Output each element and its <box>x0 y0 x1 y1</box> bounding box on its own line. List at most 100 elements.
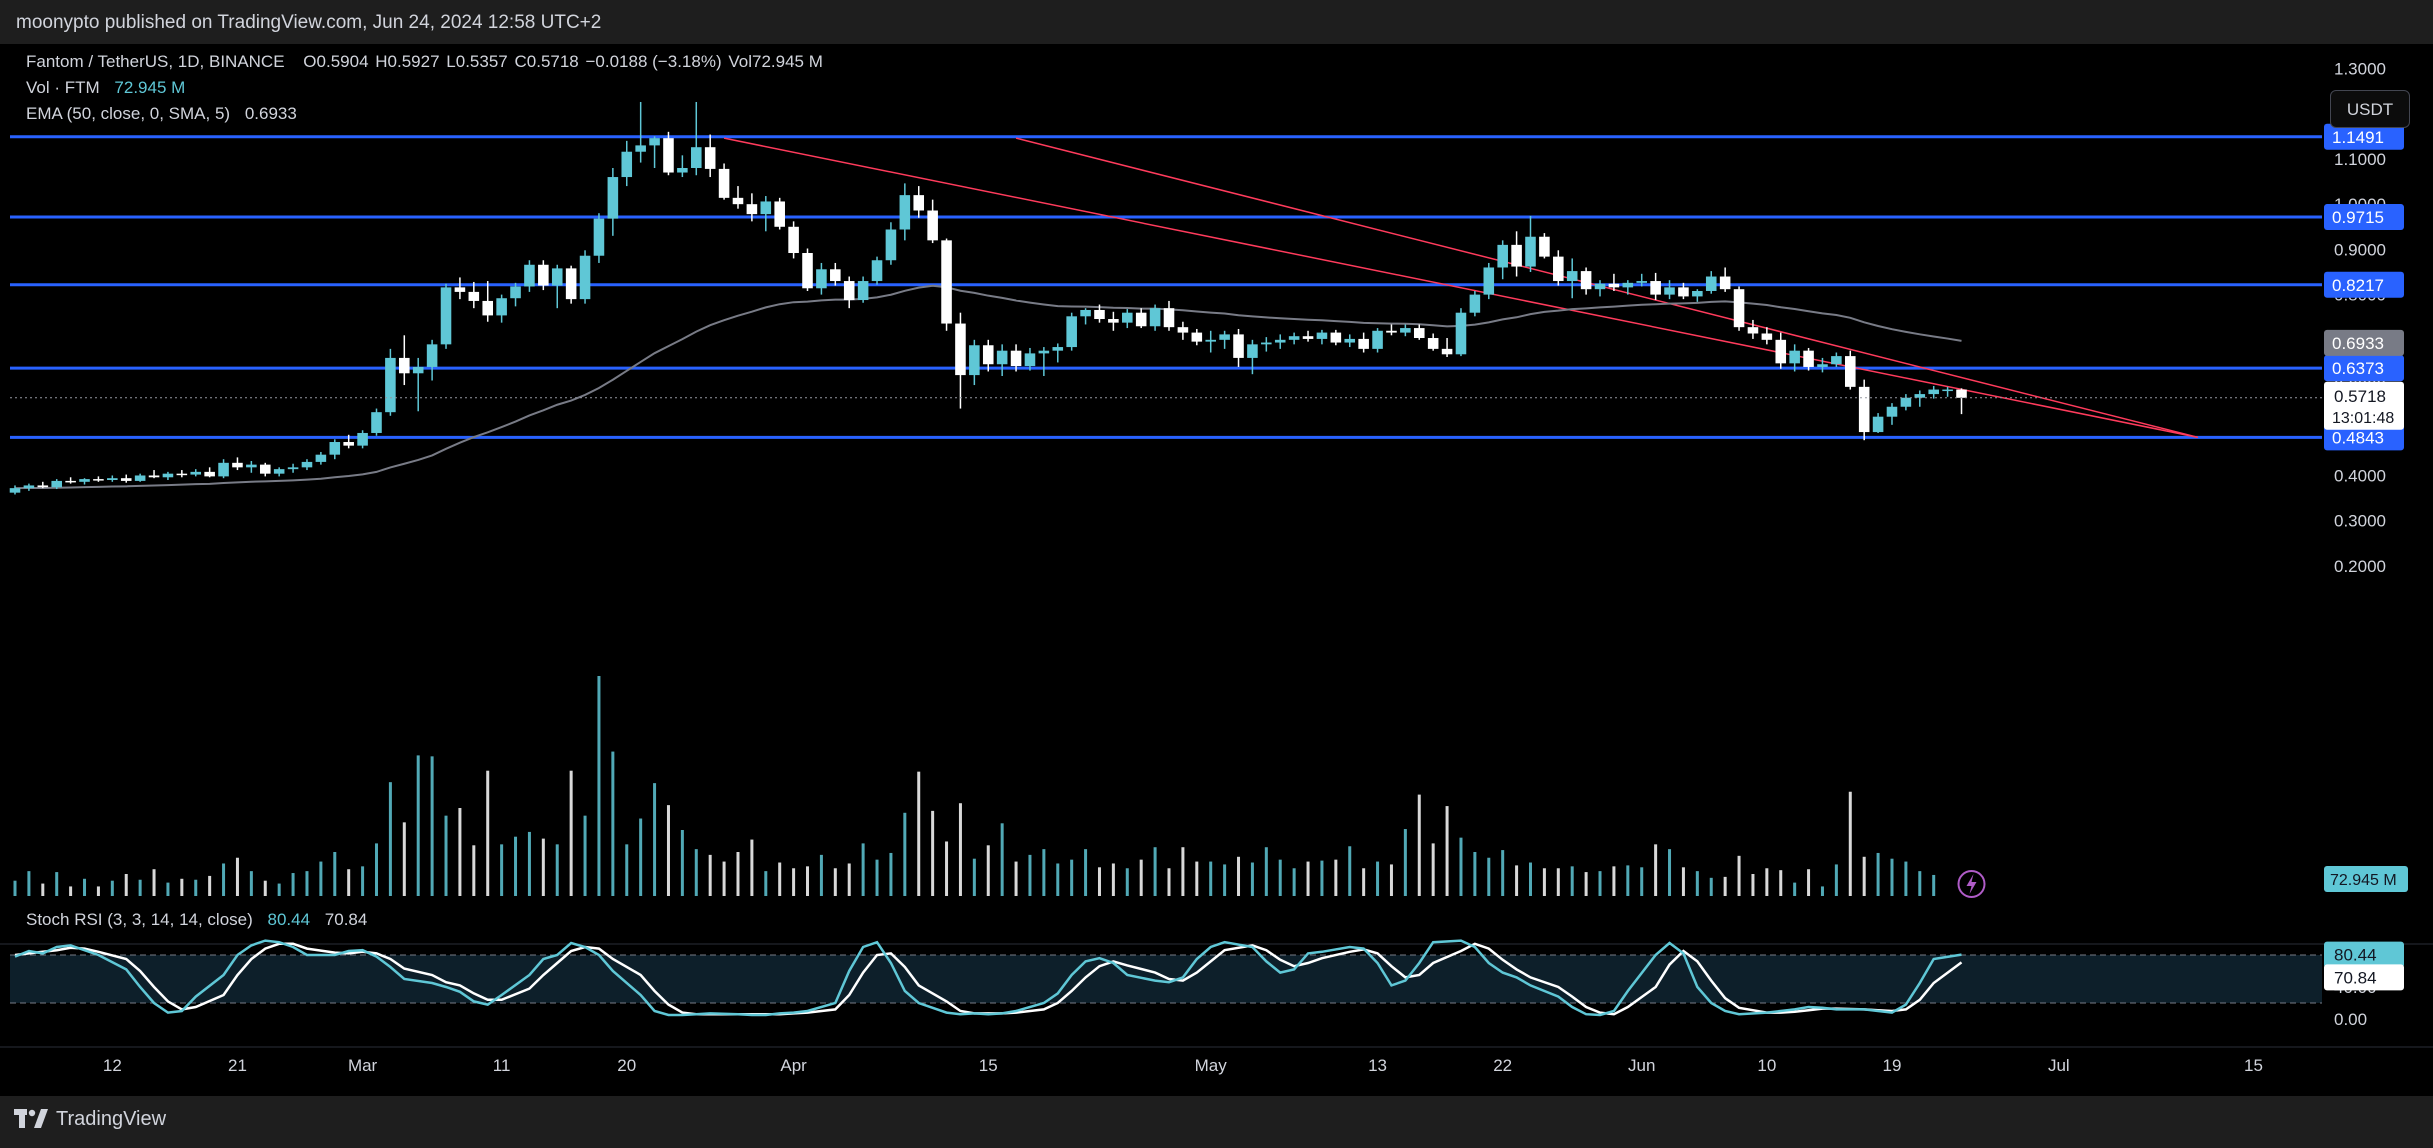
candle-body <box>1372 330 1383 349</box>
stoch-k-tag <box>2324 941 2404 968</box>
candle-body <box>315 454 327 462</box>
candle-body <box>1817 364 1828 367</box>
volume-bar <box>1445 806 1449 896</box>
volume-bar <box>1362 868 1366 896</box>
volume-label: Vol · FTM <box>26 78 100 97</box>
open-label: O <box>303 52 317 71</box>
footer: TradingView <box>0 1096 2433 1148</box>
candle-body <box>1622 282 1634 288</box>
volume-bar <box>1403 829 1407 896</box>
volume-bar <box>1556 868 1560 896</box>
candle-body <box>1302 336 1314 339</box>
candle-body <box>1483 267 1495 295</box>
volume-bar <box>1751 874 1755 896</box>
volume-bar <box>1376 861 1380 896</box>
volume-bar <box>764 871 768 896</box>
candle-body <box>79 479 90 482</box>
volume-bar <box>194 879 198 896</box>
volume-bar <box>1431 843 1435 896</box>
volume-bar <box>958 803 962 896</box>
price-tick-label: 0.4000 <box>2334 466 2386 485</box>
stoch-d-tag-label: 70.84 <box>2334 968 2377 987</box>
price-chart[interactable]: 1.30001.20001.10001.00000.90000.80000.70… <box>0 44 2433 1096</box>
candle-body <box>538 264 549 286</box>
candle-body <box>1108 319 1119 323</box>
candle-body <box>982 345 994 365</box>
last-price-tag <box>2324 381 2404 430</box>
volume-bar <box>361 866 365 896</box>
published-text: moonypto published on TradingView.com, J… <box>16 12 602 33</box>
volume-bar <box>1876 852 1880 896</box>
candle-body <box>1469 294 1481 313</box>
candle-body <box>1511 244 1522 267</box>
volume-bar <box>1417 794 1421 896</box>
volume-bar <box>1681 867 1685 896</box>
time-tick-label: 20 <box>617 1056 636 1075</box>
price-tick-label: 0.2000 <box>2334 557 2386 576</box>
level-price-tag-label: 0.9715 <box>2332 208 2384 227</box>
candle-body <box>190 471 202 475</box>
price-tick-label: 0.9000 <box>2334 240 2386 259</box>
volume-bar <box>1598 871 1602 896</box>
candle-body <box>551 268 563 286</box>
ema-price-tag-label: 0.6933 <box>2332 334 2384 353</box>
price-tick-label: 0.3000 <box>2334 512 2386 531</box>
volume-bar <box>1737 855 1741 896</box>
volume-bar <box>1501 850 1505 896</box>
volume-bar <box>527 831 531 896</box>
volume-bar <box>1014 861 1018 896</box>
level-price-tag <box>2324 123 2404 150</box>
volume-value-tag <box>2324 866 2408 892</box>
candle-body <box>1928 389 1939 395</box>
volume-bar <box>1473 852 1477 896</box>
candle-body <box>816 269 827 289</box>
volume-bar <box>249 871 253 896</box>
candle-body <box>1094 309 1105 320</box>
volume-bar <box>416 755 420 896</box>
ema-price-tag <box>2324 329 2404 356</box>
volume-bar <box>750 839 754 896</box>
candle-body <box>37 485 49 488</box>
chart-area[interactable]: 1.30001.20001.10001.00000.90000.80000.70… <box>0 44 2433 1096</box>
candle-body <box>802 253 813 289</box>
volume-bar <box>1640 867 1644 896</box>
stoch-d-legend-value: 70.84 <box>324 910 368 929</box>
trendline <box>1015 137 2199 439</box>
candle-body <box>1566 271 1578 282</box>
time-tick-label: Mar <box>348 1056 378 1075</box>
flash-circle-icon <box>1957 870 1986 898</box>
volume-bar <box>625 844 629 896</box>
volume-bar <box>1042 849 1046 896</box>
candle-body <box>649 138 660 146</box>
stoch-k-tag-label: 80.44 <box>2334 946 2377 965</box>
candle-body <box>871 260 883 282</box>
symbol-name: Fantom / TetherUS, 1D, BINANCE <box>26 52 285 71</box>
volume-bar <box>291 873 295 896</box>
volume-bar <box>1209 861 1213 896</box>
candle-body <box>1608 283 1620 288</box>
candle-body <box>1038 350 1050 354</box>
candle-body <box>955 323 966 376</box>
candle-body <box>718 168 730 198</box>
change-value: −0.0188 (−3.18%) <box>585 52 722 71</box>
volume-bar <box>1779 870 1783 896</box>
time-tick-label: 10 <box>1757 1056 1776 1075</box>
volume-bar <box>1125 868 1129 896</box>
candle-body <box>1886 406 1898 417</box>
tradingview-brand[interactable]: TradingView <box>14 1108 166 1131</box>
volume-bar <box>917 771 921 896</box>
volume-bar <box>708 854 712 896</box>
level-price-tag-label: 0.8217 <box>2332 276 2384 295</box>
volume-bar <box>1459 837 1463 896</box>
volume-bar <box>1820 886 1824 896</box>
time-tick-label: Apr <box>780 1056 807 1075</box>
volume-bar <box>1334 859 1338 896</box>
candle-body <box>1122 312 1133 323</box>
open-value: 0.5904 <box>316 52 369 71</box>
ema-legend-value: 0.6933 <box>244 104 297 123</box>
candle-body <box>1052 347 1064 351</box>
currency-button[interactable]: USDT <box>2330 90 2410 128</box>
volume-bar <box>1000 823 1004 896</box>
volume-bar <box>277 883 281 896</box>
volume-bar <box>1528 862 1532 896</box>
